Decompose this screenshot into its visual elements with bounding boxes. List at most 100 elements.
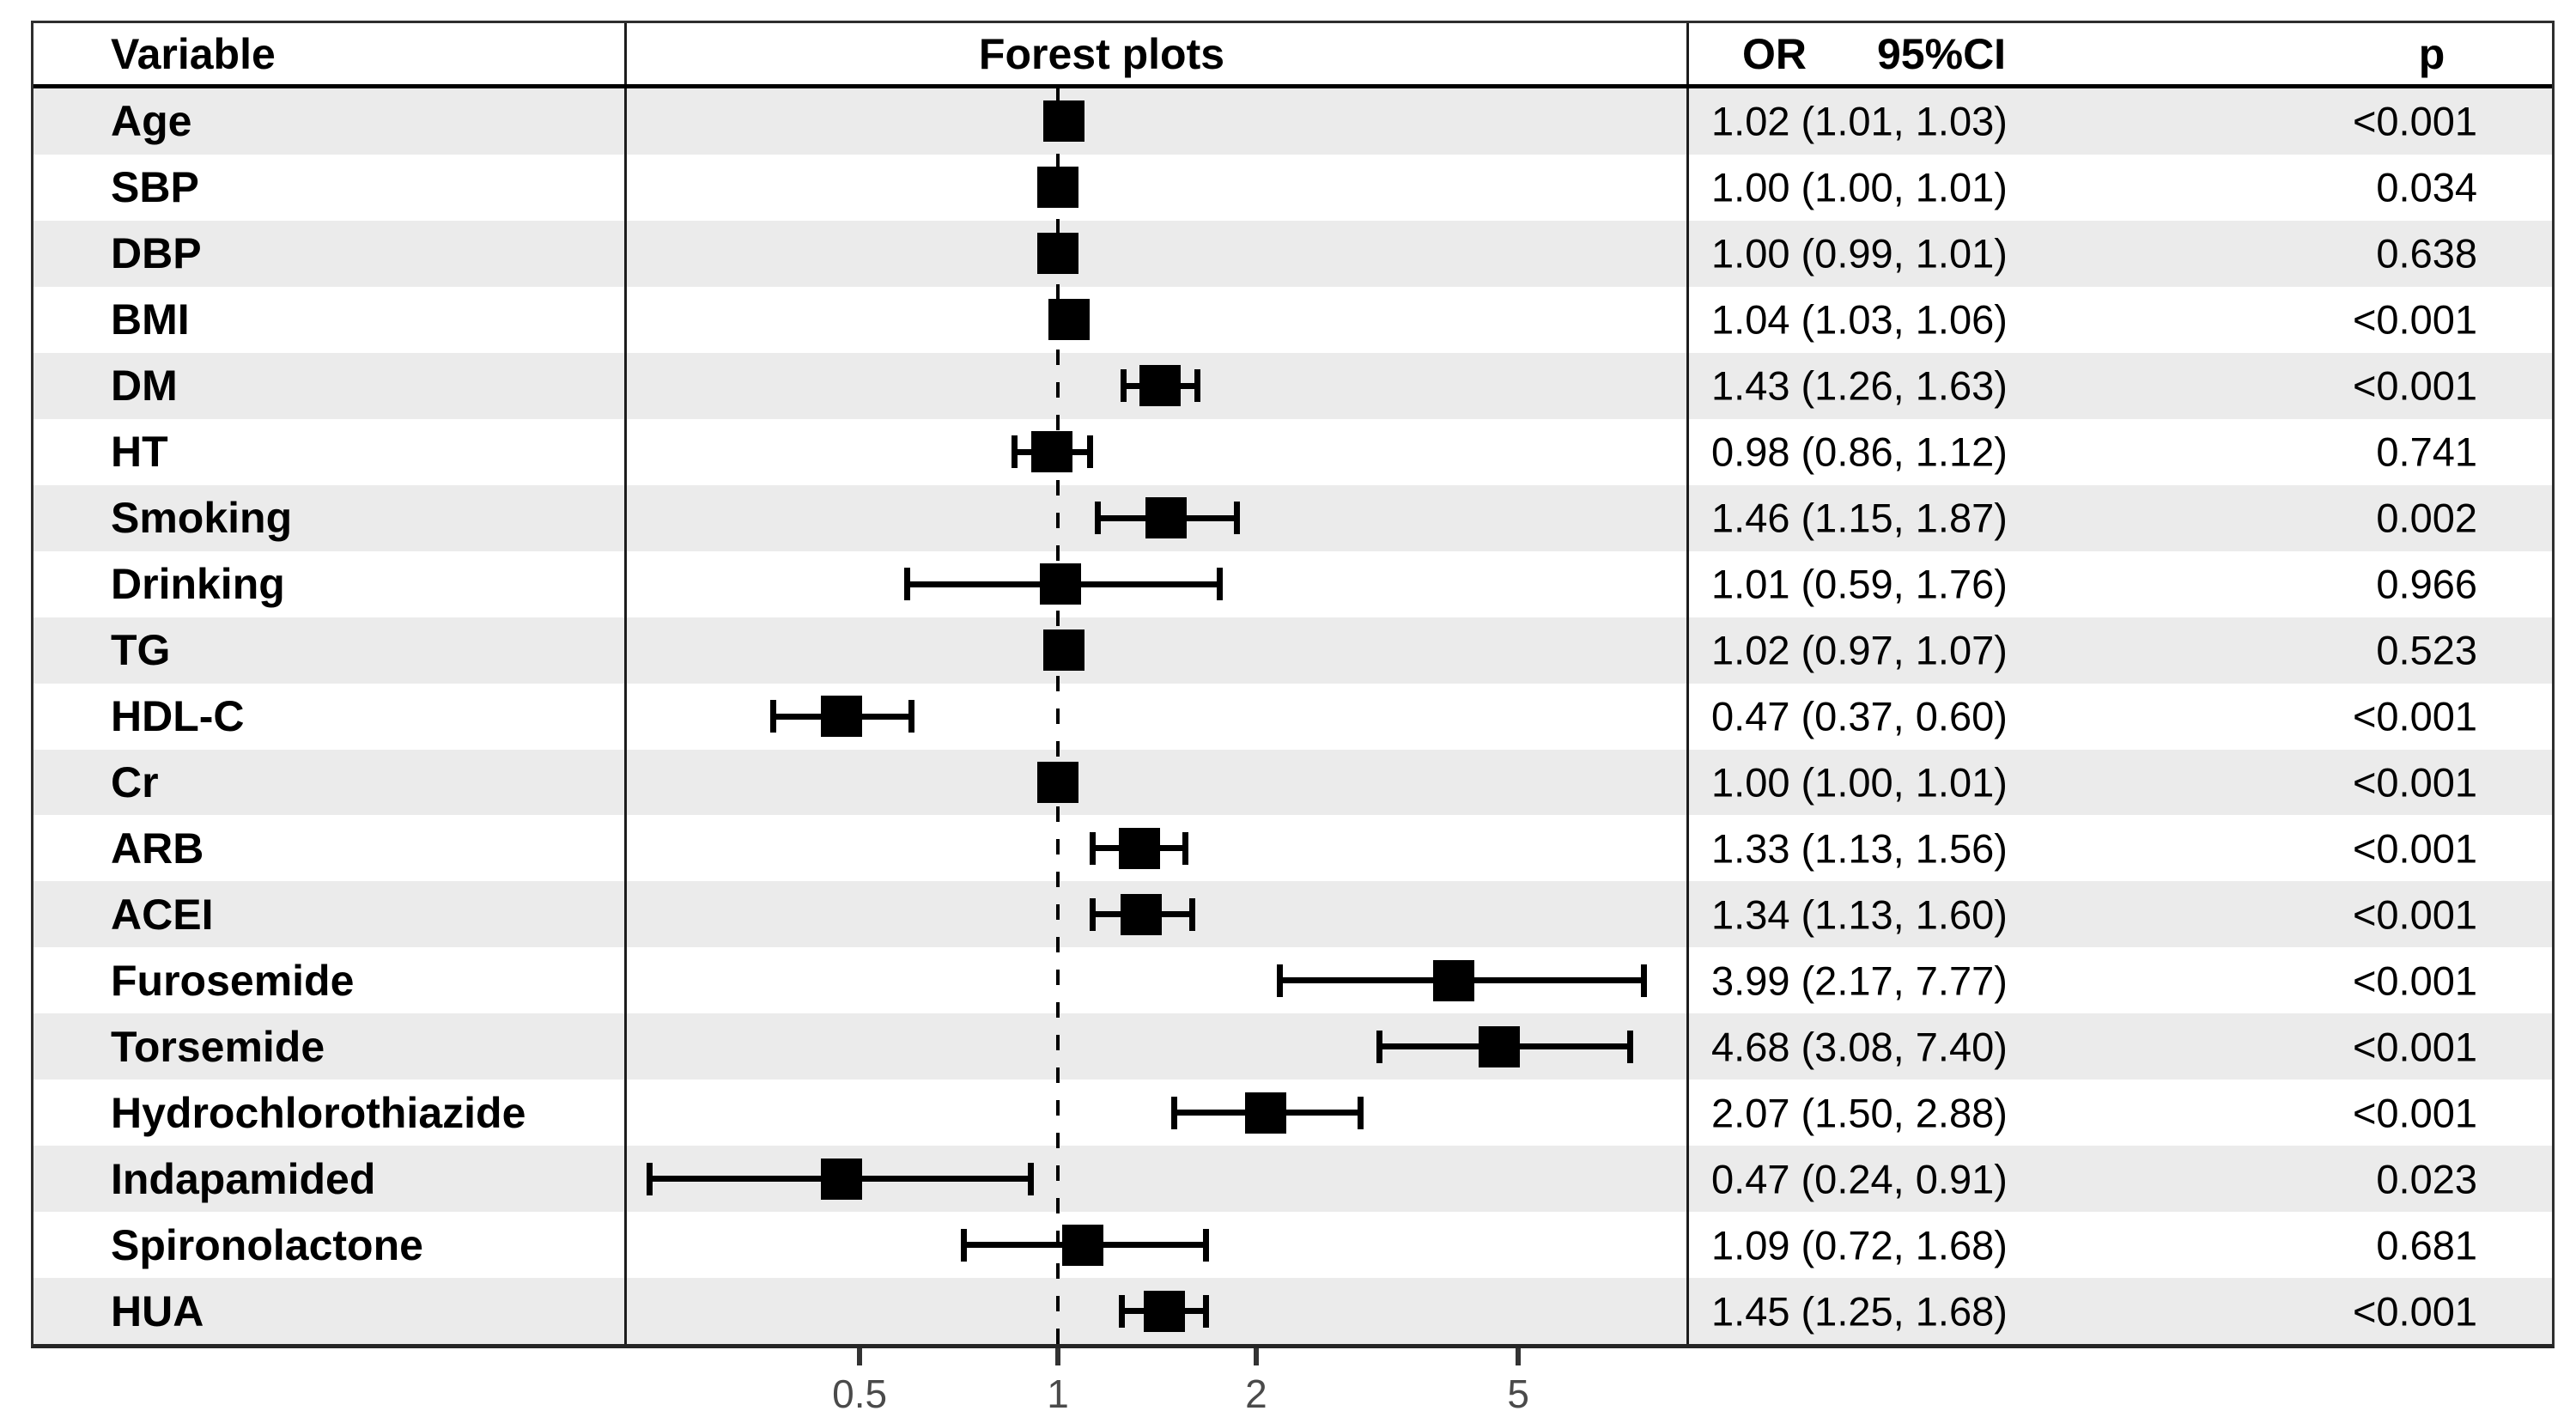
values-cell: 0.47 (0.24, 0.91) 0.023 [1689,1146,2552,1212]
x-axis-tick-label: 1 [1047,1371,1069,1416]
x-axis-tick [1055,1348,1060,1365]
values-cell: 1.00 (1.00, 1.01) <0.001 [1689,750,2552,816]
values-cell: 1.34 (1.13, 1.60) <0.001 [1689,881,2552,947]
forest-plot-table: Variable Forest plots OR 95%CI p Age 1.02… [31,21,2555,1348]
variable-label: Torsemide [33,1013,627,1080]
ci-cap-low [903,568,910,601]
or-ci-value: 1.34 (1.13, 1.60) [1711,891,2008,938]
ci-cap-low [1121,369,1127,403]
or-marker [1061,1224,1103,1266]
p-value: <0.001 [2352,362,2477,409]
forest-plot-cell [627,881,1689,948]
x-axis-tick [1253,1348,1259,1365]
variable-label: TG [33,617,627,684]
ci-cap-high [1216,568,1223,601]
values-cell: 0.98 (0.86, 1.12) 0.741 [1689,419,2552,485]
forest-plot-cell [627,220,1689,287]
table-row: Smoking 1.46 (1.15, 1.87) 0.002 [33,484,2552,551]
or-marker [1037,233,1078,275]
table-row: Hydrochlorothiazide 2.07 (1.50, 2.88) <0… [33,1079,2552,1146]
forest-plot-cell [627,418,1689,485]
or-marker [821,696,863,738]
or-ci-value: 0.98 (0.86, 1.12) [1711,429,2008,475]
forest-plot-cell [627,1079,1689,1146]
or-ci-value: 0.47 (0.37, 0.60) [1711,693,2008,739]
reference-line-or-1 [1056,88,1060,1344]
column-header-variable: Variable [33,23,627,84]
x-axis-tick-label: 0.5 [832,1371,888,1416]
variable-label: Drinking [33,550,627,617]
ci-cap-high [1234,502,1240,535]
column-header-p: p [2418,29,2445,78]
values-cell: 1.04 (1.03, 1.06) <0.001 [1689,287,2552,353]
ci-cap-low [1376,1030,1383,1063]
ci-cap-low [1095,502,1102,535]
p-value: <0.001 [2352,1090,2477,1136]
or-ci-value: 1.00 (1.00, 1.01) [1711,759,2008,806]
ci-cap-low [770,700,777,733]
ci-cap-high [1357,1096,1364,1129]
ci-cap-high [1203,1294,1210,1328]
or-ci-value: 1.46 (1.15, 1.87) [1711,495,2008,541]
or-ci-value: 1.02 (0.97, 1.07) [1711,627,2008,673]
or-ci-value: 1.02 (1.01, 1.03) [1711,98,2008,144]
or-marker [1118,827,1160,869]
table-row: HUA 1.45 (1.25, 1.68) <0.001 [33,1278,2552,1345]
or-marker [1432,959,1474,1001]
table-row: Furosemide 3.99 (2.17, 7.77) <0.001 [33,947,2552,1014]
table-row: HDL-C 0.47 (0.37, 0.60) <0.001 [33,683,2552,750]
ci-header-label: 95%CI [1877,29,2007,78]
ci-cap-high [1182,831,1188,865]
p-value: 0.002 [2376,495,2477,541]
or-ci-value: 4.68 (3.08, 7.40) [1711,1024,2008,1070]
forest-plot-cell [627,286,1689,353]
column-header-right-panel: OR 95%CI p [1689,23,2552,84]
or-ci-value: 1.43 (1.26, 1.63) [1711,362,2008,409]
table-row: Indapamided 0.47 (0.24, 0.91) 0.023 [33,1146,2552,1213]
or-marker [1042,629,1084,672]
table-row: HT 0.98 (0.86, 1.12) 0.741 [33,418,2552,485]
p-value: <0.001 [2352,891,2477,938]
values-cell: 3.99 (2.17, 7.77) <0.001 [1689,947,2552,1013]
forest-plot-cell [627,352,1689,419]
forest-plot-cell [627,1212,1689,1279]
ci-cap-high [908,700,915,733]
or-header-label: OR [1742,29,1807,78]
variable-label: HUA [33,1278,627,1345]
ci-cap-low [647,1162,653,1195]
values-cell: 4.68 (3.08, 7.40) <0.001 [1689,1013,2552,1079]
p-value: 0.523 [2376,627,2477,673]
variable-label: Spironolactone [33,1212,627,1279]
column-header-or-ci: OR 95%CI [1742,29,2006,79]
values-cell: 1.46 (1.15, 1.87) 0.002 [1689,485,2552,551]
ci-cap-low [1090,897,1097,931]
variable-label: Cr [33,749,627,816]
values-cell: 1.01 (0.59, 1.76) 0.966 [1689,551,2552,617]
or-marker [1121,893,1163,935]
table-row: Torsemide 4.68 (3.08, 7.40) <0.001 [33,1013,2552,1080]
variable-label: Smoking [33,484,627,551]
forest-plot-cell [627,484,1689,551]
p-value: <0.001 [2352,958,2477,1004]
p-value: 0.638 [2376,230,2477,277]
table-row: SBP 1.00 (1.00, 1.01) 0.034 [33,154,2552,221]
values-cell: 1.02 (1.01, 1.03) <0.001 [1689,88,2552,155]
or-marker [1048,299,1091,341]
or-ci-value: 0.47 (0.24, 0.91) [1711,1156,2008,1202]
ci-cap-low [1170,1096,1177,1129]
table-row: TG 1.02 (0.97, 1.07) 0.523 [33,617,2552,684]
or-marker [1040,563,1082,605]
forest-plots-header-label: Forest plots [978,29,1225,78]
table-row: DBP 1.00 (0.99, 1.01) 0.638 [33,220,2552,287]
or-ci-value: 1.04 (1.03, 1.06) [1711,296,2008,343]
ci-cap-low [961,1228,968,1262]
table-header-row: Variable Forest plots OR 95%CI p [33,23,2552,88]
variable-label: ARB [33,815,627,882]
ci-cap-high [1627,1030,1634,1063]
variable-label: DBP [33,220,627,287]
or-ci-value: 1.00 (0.99, 1.01) [1711,230,2008,277]
variable-label: HDL-C [33,683,627,750]
x-axis-tick-label: 5 [1507,1371,1529,1416]
x-axis-tick [857,1348,863,1365]
